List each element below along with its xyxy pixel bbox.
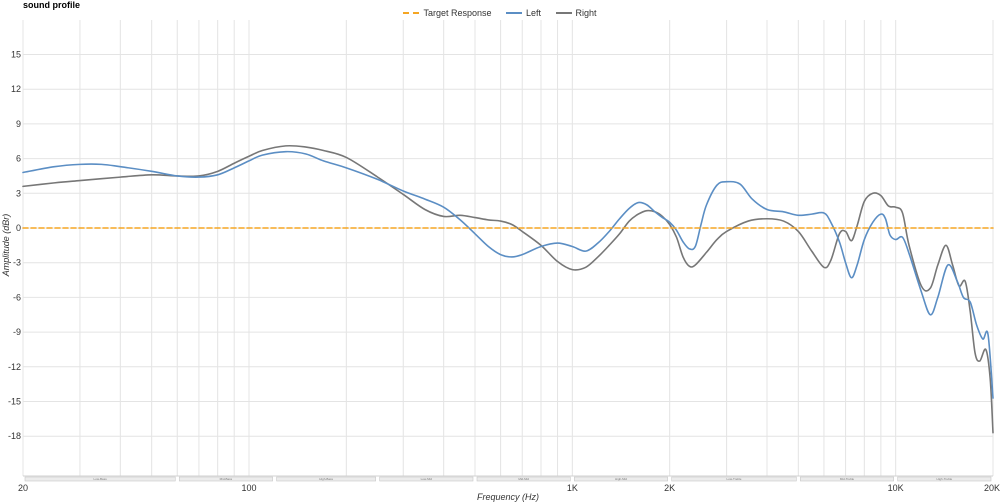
band-label: Mid-Treble	[840, 477, 855, 481]
band-high-mid	[574, 476, 668, 482]
legend-item-right[interactable]: Right	[555, 8, 597, 18]
legend: Target Response Left Right	[0, 8, 1000, 18]
y-tick-label: 3	[16, 188, 21, 198]
band-high-treble	[897, 476, 992, 482]
band-label: High-Treble	[937, 477, 953, 481]
series-right-line	[22, 144, 994, 434]
legend-swatch-right	[555, 11, 572, 14]
band-low-mid	[379, 476, 474, 482]
series-left-line	[22, 150, 994, 399]
band-label: Mid-Mid	[518, 477, 529, 481]
band-low-bass	[24, 476, 176, 482]
legend-label-left: Left	[526, 8, 542, 18]
y-tick-label: -6	[13, 292, 21, 302]
y-tick-label: 12	[11, 84, 21, 94]
series	[22, 144, 994, 434]
band-label: High-Bass	[319, 477, 333, 481]
band-label: Mid-Bass	[220, 477, 233, 481]
y-tick-label: -15	[8, 397, 21, 407]
x-tick-label: 100	[241, 483, 256, 493]
chart-title: sound profile	[23, 0, 80, 10]
band-label: Low-Bass	[94, 477, 108, 481]
band-high-bass	[276, 476, 376, 482]
x-tick-label: 20	[18, 483, 28, 493]
x-tick-label: 20K	[984, 483, 1000, 493]
band-label: Low-Treble	[727, 477, 742, 481]
y-tick-label: -18	[8, 431, 21, 441]
band-mid-bass	[178, 476, 273, 482]
y-tick-label: -3	[13, 258, 21, 268]
legend-swatch-target	[403, 11, 420, 14]
band-label: High-Mid	[615, 477, 627, 481]
grid	[22, 20, 994, 477]
legend-item-target[interactable]: Target Response	[403, 8, 491, 18]
x-axis-ticks: 20 100 1K 2K 10K 20K	[18, 483, 1000, 493]
y-tick-label: 15	[11, 50, 21, 60]
y-tick-label: 9	[16, 119, 21, 129]
x-tick-label: 2K	[664, 483, 675, 493]
y-tick-label: -9	[13, 327, 21, 337]
band-low-treble	[671, 476, 797, 482]
x-tick-label: 10K	[888, 483, 904, 493]
legend-item-left[interactable]: Left	[506, 8, 541, 18]
band-mid-treble	[800, 476, 894, 482]
y-axis-ticks: 15 12 9 6 3 0 -3 -6 -9 -12 -15 -18	[8, 50, 21, 442]
band-mid-mid	[476, 476, 571, 482]
x-axis-title: Frequency (Hz)	[477, 492, 539, 502]
x-tick-label: 1K	[567, 483, 578, 493]
y-tick-label: -12	[8, 362, 21, 372]
y-tick-label: 6	[16, 154, 21, 164]
legend-swatch-left	[506, 11, 522, 14]
legend-label-target: Target Response	[423, 8, 492, 18]
y-tick-label: 0	[16, 223, 21, 233]
frequency-bands: Low-Bass Mid-Bass High-Bass Low-Mid Mid-Mid H…	[24, 476, 992, 482]
y-axis-title: Amplitude (dBr)	[1, 214, 11, 278]
band-label: Low-Mid	[421, 477, 433, 481]
legend-label-right: Right	[575, 8, 597, 18]
